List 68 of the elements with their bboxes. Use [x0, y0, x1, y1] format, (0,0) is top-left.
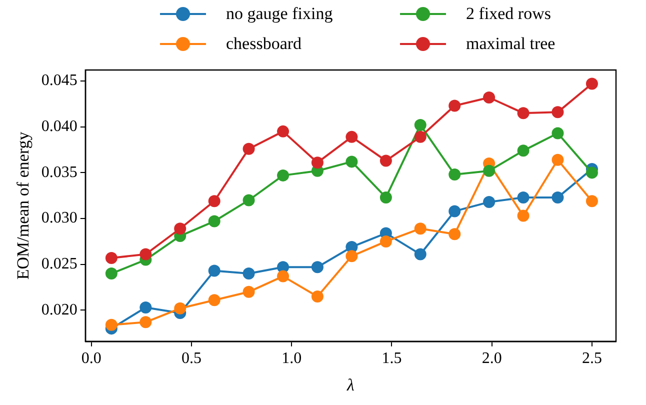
point: [277, 169, 290, 182]
legend-label: 2 fixed rows: [466, 4, 551, 24]
legend-label: maximal tree: [466, 34, 556, 54]
point: [414, 130, 426, 143]
point: [380, 191, 392, 204]
y-tick-label: 0.035: [41, 164, 78, 181]
point: [380, 154, 392, 167]
legend-label: chessboard: [226, 34, 302, 54]
point: [242, 194, 255, 206]
point: [346, 130, 358, 143]
point: [311, 156, 324, 169]
x-tick-label: 0.0: [81, 350, 102, 368]
point: [277, 125, 290, 138]
point: [517, 210, 530, 222]
point: [448, 100, 461, 112]
point: [174, 302, 186, 314]
point: [586, 78, 598, 90]
point: [517, 144, 530, 157]
point: [208, 294, 220, 306]
point: [140, 301, 152, 314]
point: [448, 205, 461, 218]
point: [208, 264, 220, 277]
point: [448, 228, 461, 240]
point: [311, 290, 324, 302]
point: [277, 270, 290, 282]
point: [380, 235, 392, 248]
point: [552, 191, 564, 204]
point: [105, 318, 118, 331]
point: [242, 142, 255, 155]
point: [311, 261, 324, 274]
x-tick-label: 0.5: [182, 350, 202, 368]
x-tick-label: 2.5: [582, 350, 602, 368]
point: [448, 168, 461, 181]
point: [208, 215, 220, 228]
point: [483, 196, 496, 208]
point: [517, 191, 530, 204]
x-tick-label: 1.5: [382, 350, 402, 368]
point: [552, 127, 564, 140]
legend-label: no gauge fixing: [226, 4, 333, 24]
point: [414, 119, 426, 132]
point: [105, 252, 118, 264]
point: [586, 195, 598, 208]
point: [414, 248, 426, 260]
y-tick-label: 0.020: [41, 301, 78, 318]
y-axis-title: EOM/mean of energy: [14, 131, 33, 280]
point: [552, 106, 564, 118]
point: [242, 286, 255, 298]
point: [517, 107, 530, 120]
point: [483, 164, 496, 177]
x-tick-label: 1.0: [282, 350, 302, 368]
point: [174, 222, 186, 235]
y-tick-label: 0.045: [41, 72, 78, 90]
x-axis-title: λ: [346, 375, 354, 394]
y-tick-label: 0.040: [41, 118, 78, 136]
y-tick-label: 0.030: [41, 210, 78, 227]
point: [552, 154, 564, 166]
point: [414, 222, 426, 235]
point: [346, 156, 358, 168]
point: [346, 250, 358, 262]
point: [242, 268, 255, 280]
point: [105, 268, 118, 280]
y-tick-label: 0.025: [41, 256, 78, 273]
point: [586, 166, 598, 179]
point: [140, 248, 152, 260]
point: [208, 195, 220, 208]
point: [140, 316, 152, 328]
point: [483, 92, 496, 104]
x-tick-label: 2.0: [482, 350, 502, 368]
